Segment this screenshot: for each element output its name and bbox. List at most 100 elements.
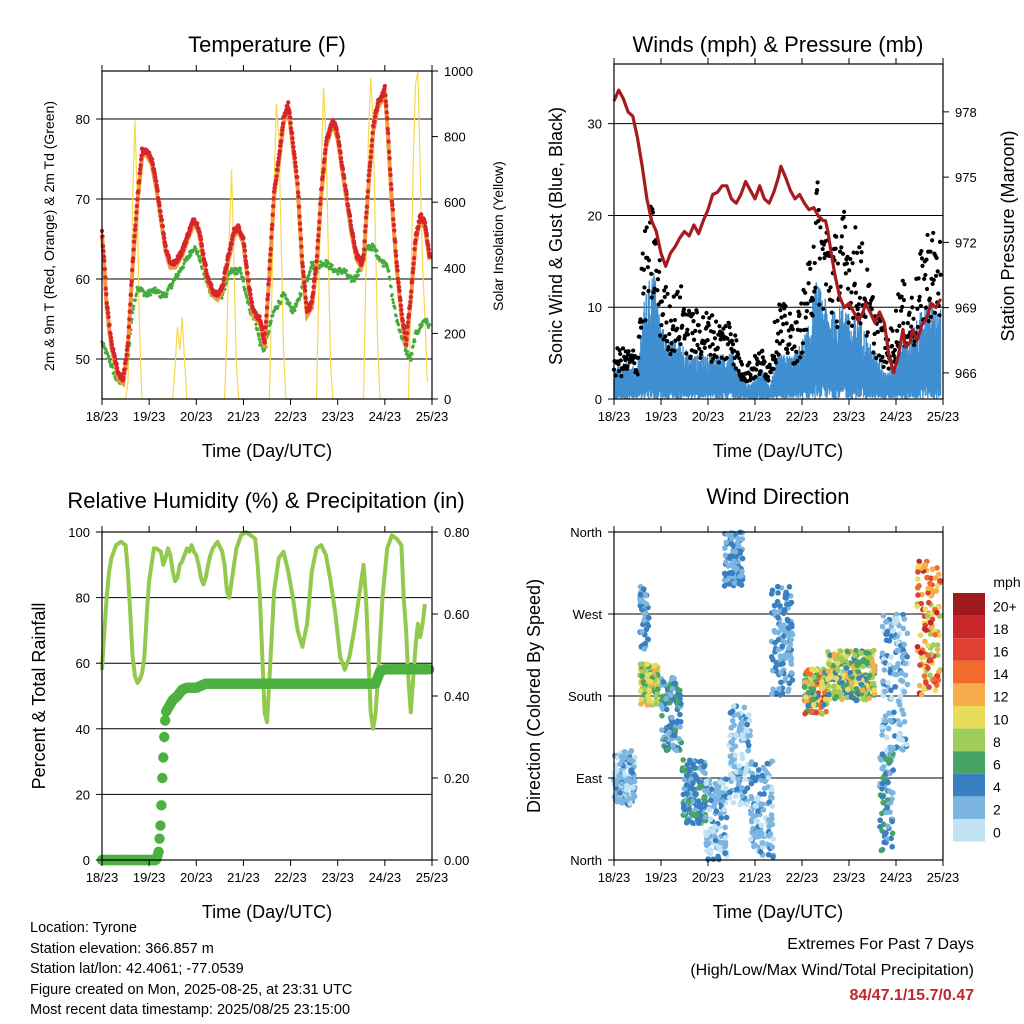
gust-point (753, 374, 758, 379)
gust-point (810, 297, 816, 303)
gust-point (701, 315, 706, 320)
gust-point (657, 269, 662, 275)
direction-point (712, 837, 719, 844)
dewpoint-point (357, 269, 361, 273)
temp-2m-point (183, 240, 189, 245)
direction-point (748, 759, 755, 765)
temp-2m-point (108, 332, 113, 337)
temp-2m-point (124, 352, 129, 358)
gust-point (835, 324, 840, 330)
temp-2m-point (321, 167, 326, 172)
temp-2m-point (124, 347, 130, 353)
temp-2m-point (303, 300, 309, 305)
gust-point (850, 261, 855, 266)
gust-point (917, 294, 922, 300)
direction-point (693, 791, 699, 797)
temp-2m-point (407, 303, 413, 309)
temp-2m-point (423, 227, 429, 232)
temp-2m-point (109, 342, 115, 347)
temp-2m-point (369, 137, 375, 143)
direction-point (644, 661, 651, 667)
gust-point (675, 289, 680, 294)
temp-2m-point (418, 212, 424, 217)
gust-point (663, 284, 668, 290)
direction-point (727, 753, 734, 760)
direction-point (729, 569, 735, 576)
gust-point (804, 309, 809, 314)
gust-point (651, 290, 656, 295)
temp-2m-point (244, 264, 249, 270)
gust-point (937, 239, 943, 244)
temp-2m-point (260, 326, 265, 332)
direction-point (641, 646, 648, 652)
dewpoint-point (153, 286, 157, 290)
direction-point (853, 647, 859, 654)
gust-point (859, 250, 864, 255)
gust-point (870, 295, 875, 300)
temp-2m-point (111, 347, 116, 352)
dewpoint-point (391, 300, 395, 305)
gust-point (902, 282, 907, 287)
temp-2m-point (275, 167, 280, 173)
gust-point (817, 302, 822, 307)
temp-2m-point (312, 276, 317, 281)
temp-2m-point (298, 236, 304, 241)
direction-point (838, 655, 844, 661)
temp-2m-point (422, 220, 428, 226)
direction-point (740, 735, 747, 742)
temperature-plot-frame (101, 70, 433, 400)
gust-point (787, 342, 792, 347)
gust-point (821, 242, 826, 247)
gust-point (871, 350, 876, 355)
gust-point (900, 278, 905, 283)
dewpoint-point (133, 298, 137, 302)
temp-2m-point (398, 303, 404, 308)
dewpoint-point (258, 340, 262, 344)
dewpoint-point (241, 279, 246, 283)
rainfall-point (423, 664, 435, 675)
temp-2m-point (365, 189, 371, 194)
direction-point (737, 724, 743, 730)
direction-point (721, 583, 728, 589)
direction-point (774, 583, 781, 590)
x-tick-label: 22/23 (786, 409, 819, 424)
temp-2m-point (112, 354, 117, 360)
temp-2m-point (300, 264, 306, 269)
gust-point (760, 355, 765, 360)
gust-point (760, 348, 765, 353)
direction-point (809, 681, 816, 687)
direction-point (689, 820, 696, 826)
direction-point (772, 664, 779, 671)
temp-2m-point (384, 110, 389, 115)
dewpoint-point (236, 270, 240, 274)
temp-2m-point (404, 330, 410, 336)
temp-2m-point (362, 239, 367, 244)
temp-2m-point (262, 340, 267, 345)
gust-point (650, 207, 655, 212)
gust-point (901, 321, 906, 326)
direction-point (735, 535, 741, 542)
temp-2m-point (280, 125, 285, 130)
temp-2m-point (324, 138, 329, 144)
direction-point (641, 617, 647, 624)
temp-2m-point (286, 100, 291, 105)
direction-point (629, 784, 636, 791)
x-tick-label: 18/23 (598, 409, 631, 424)
direction-point (735, 711, 741, 718)
direction-point (663, 695, 669, 702)
direction-point (727, 732, 733, 739)
direction-point (733, 732, 739, 739)
direction-point (739, 716, 746, 723)
direction-point (759, 801, 766, 807)
direction-point (819, 685, 825, 692)
direction-point (762, 778, 768, 785)
gust-point (855, 307, 860, 312)
temp-2m-point (107, 322, 112, 327)
gust-point (818, 225, 823, 230)
direction-point (640, 679, 647, 685)
direction-point (717, 779, 724, 785)
direction-point (669, 714, 675, 721)
direction-point (677, 711, 683, 718)
gust-point (780, 338, 785, 344)
gust-point (820, 246, 825, 252)
